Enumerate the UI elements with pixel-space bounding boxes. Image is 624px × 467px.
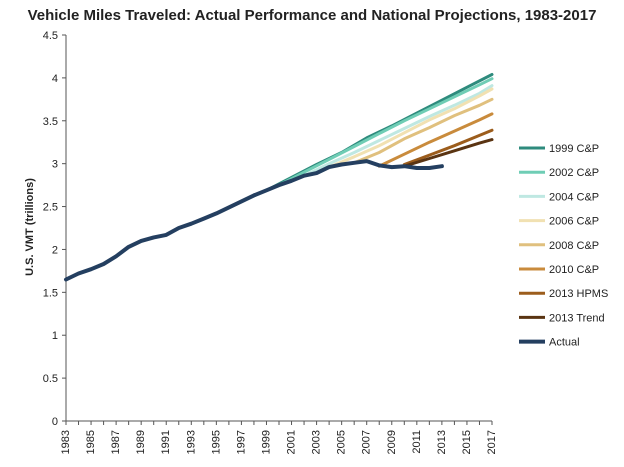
series-line-2013-hpms xyxy=(402,128,494,166)
y-axis-ticks: 0 0.5 1 1.5 2 2.5 3 3.5 4 4.5 xyxy=(43,30,66,428)
x-tick-label: 2011 xyxy=(411,430,423,454)
y-tick-label: 4 xyxy=(52,73,58,85)
y-axis-label: U.S. VMT (trillions) xyxy=(24,178,36,276)
legend-label-2008-c-p: 2008 C&P xyxy=(549,240,599,252)
x-tick-label: 2009 xyxy=(386,430,398,454)
legend-label-2013-hpms: 2013 HPMS xyxy=(549,288,608,300)
x-tick-label: 2013 xyxy=(436,430,448,454)
y-tick-label: 1.5 xyxy=(43,287,58,299)
x-tick-label: 1999 xyxy=(260,430,272,454)
y-tick-label: 4.5 xyxy=(43,30,58,42)
x-tick-label: 2001 xyxy=(286,430,298,454)
x-tick-label: 2007 xyxy=(361,430,373,454)
y-tick-label: 3.5 xyxy=(43,116,58,128)
series-line-2004-c-p xyxy=(302,84,494,178)
y-tick-label: 3 xyxy=(52,159,58,171)
legend-label-2013-trend: 2013 Trend xyxy=(549,312,605,324)
y-tick-label: 2.5 xyxy=(43,202,58,214)
x-tick-label: 1983 xyxy=(60,430,72,454)
series-line-2008-c-p xyxy=(352,97,494,165)
y-tick-label: 2 xyxy=(52,244,58,256)
series-lines xyxy=(64,73,494,282)
legend-label-2004-c-p: 2004 C&P xyxy=(549,191,599,203)
legend-label-actual: Actual xyxy=(549,337,580,349)
x-tick-label: 2015 xyxy=(461,430,473,454)
x-tick-label: 2017 xyxy=(486,430,498,454)
x-tick-label: 1987 xyxy=(110,430,122,454)
y-tick-label: 0.5 xyxy=(43,373,58,385)
legend: 1999 C&P 2002 C&P 2004 C&P 2006 C&P 2008 C&P… xyxy=(519,143,608,349)
legend-label-1999-c-p: 1999 C&P xyxy=(549,143,599,155)
x-tick-label: 1985 xyxy=(85,430,97,454)
legend-label-2002-c-p: 2002 C&P xyxy=(549,167,599,179)
series-line-2013-trend xyxy=(402,138,494,168)
x-tick-label: 1989 xyxy=(135,430,147,454)
x-tick-label: 2005 xyxy=(336,430,348,454)
y-tick-label: 0 xyxy=(52,416,58,428)
x-tick-label: 2003 xyxy=(311,430,323,454)
x-tick-label: 1997 xyxy=(235,430,247,454)
series-line-2010-c-p xyxy=(377,112,494,168)
series-line-2002-c-p xyxy=(277,77,494,187)
y-tick-label: 1 xyxy=(52,330,58,342)
series-line-1999-c-p xyxy=(239,73,494,203)
x-axis-ticks: 1983 1985 1987 1989 1991 1993 1995 1997 1999 2001… xyxy=(60,421,498,454)
x-tick-label: 1995 xyxy=(210,430,222,454)
legend-label-2006-c-p: 2006 C&P xyxy=(549,216,599,228)
x-tick-label: 1991 xyxy=(160,430,172,454)
chart-title: Vehicle Miles Traveled: Actual Performan… xyxy=(28,7,597,24)
series-line-2006-c-p xyxy=(327,87,494,169)
axes xyxy=(65,35,492,422)
x-tick-label: 1993 xyxy=(185,430,197,454)
legend-label-2010-c-p: 2010 C&P xyxy=(549,264,599,276)
series-line-actual xyxy=(64,159,444,282)
